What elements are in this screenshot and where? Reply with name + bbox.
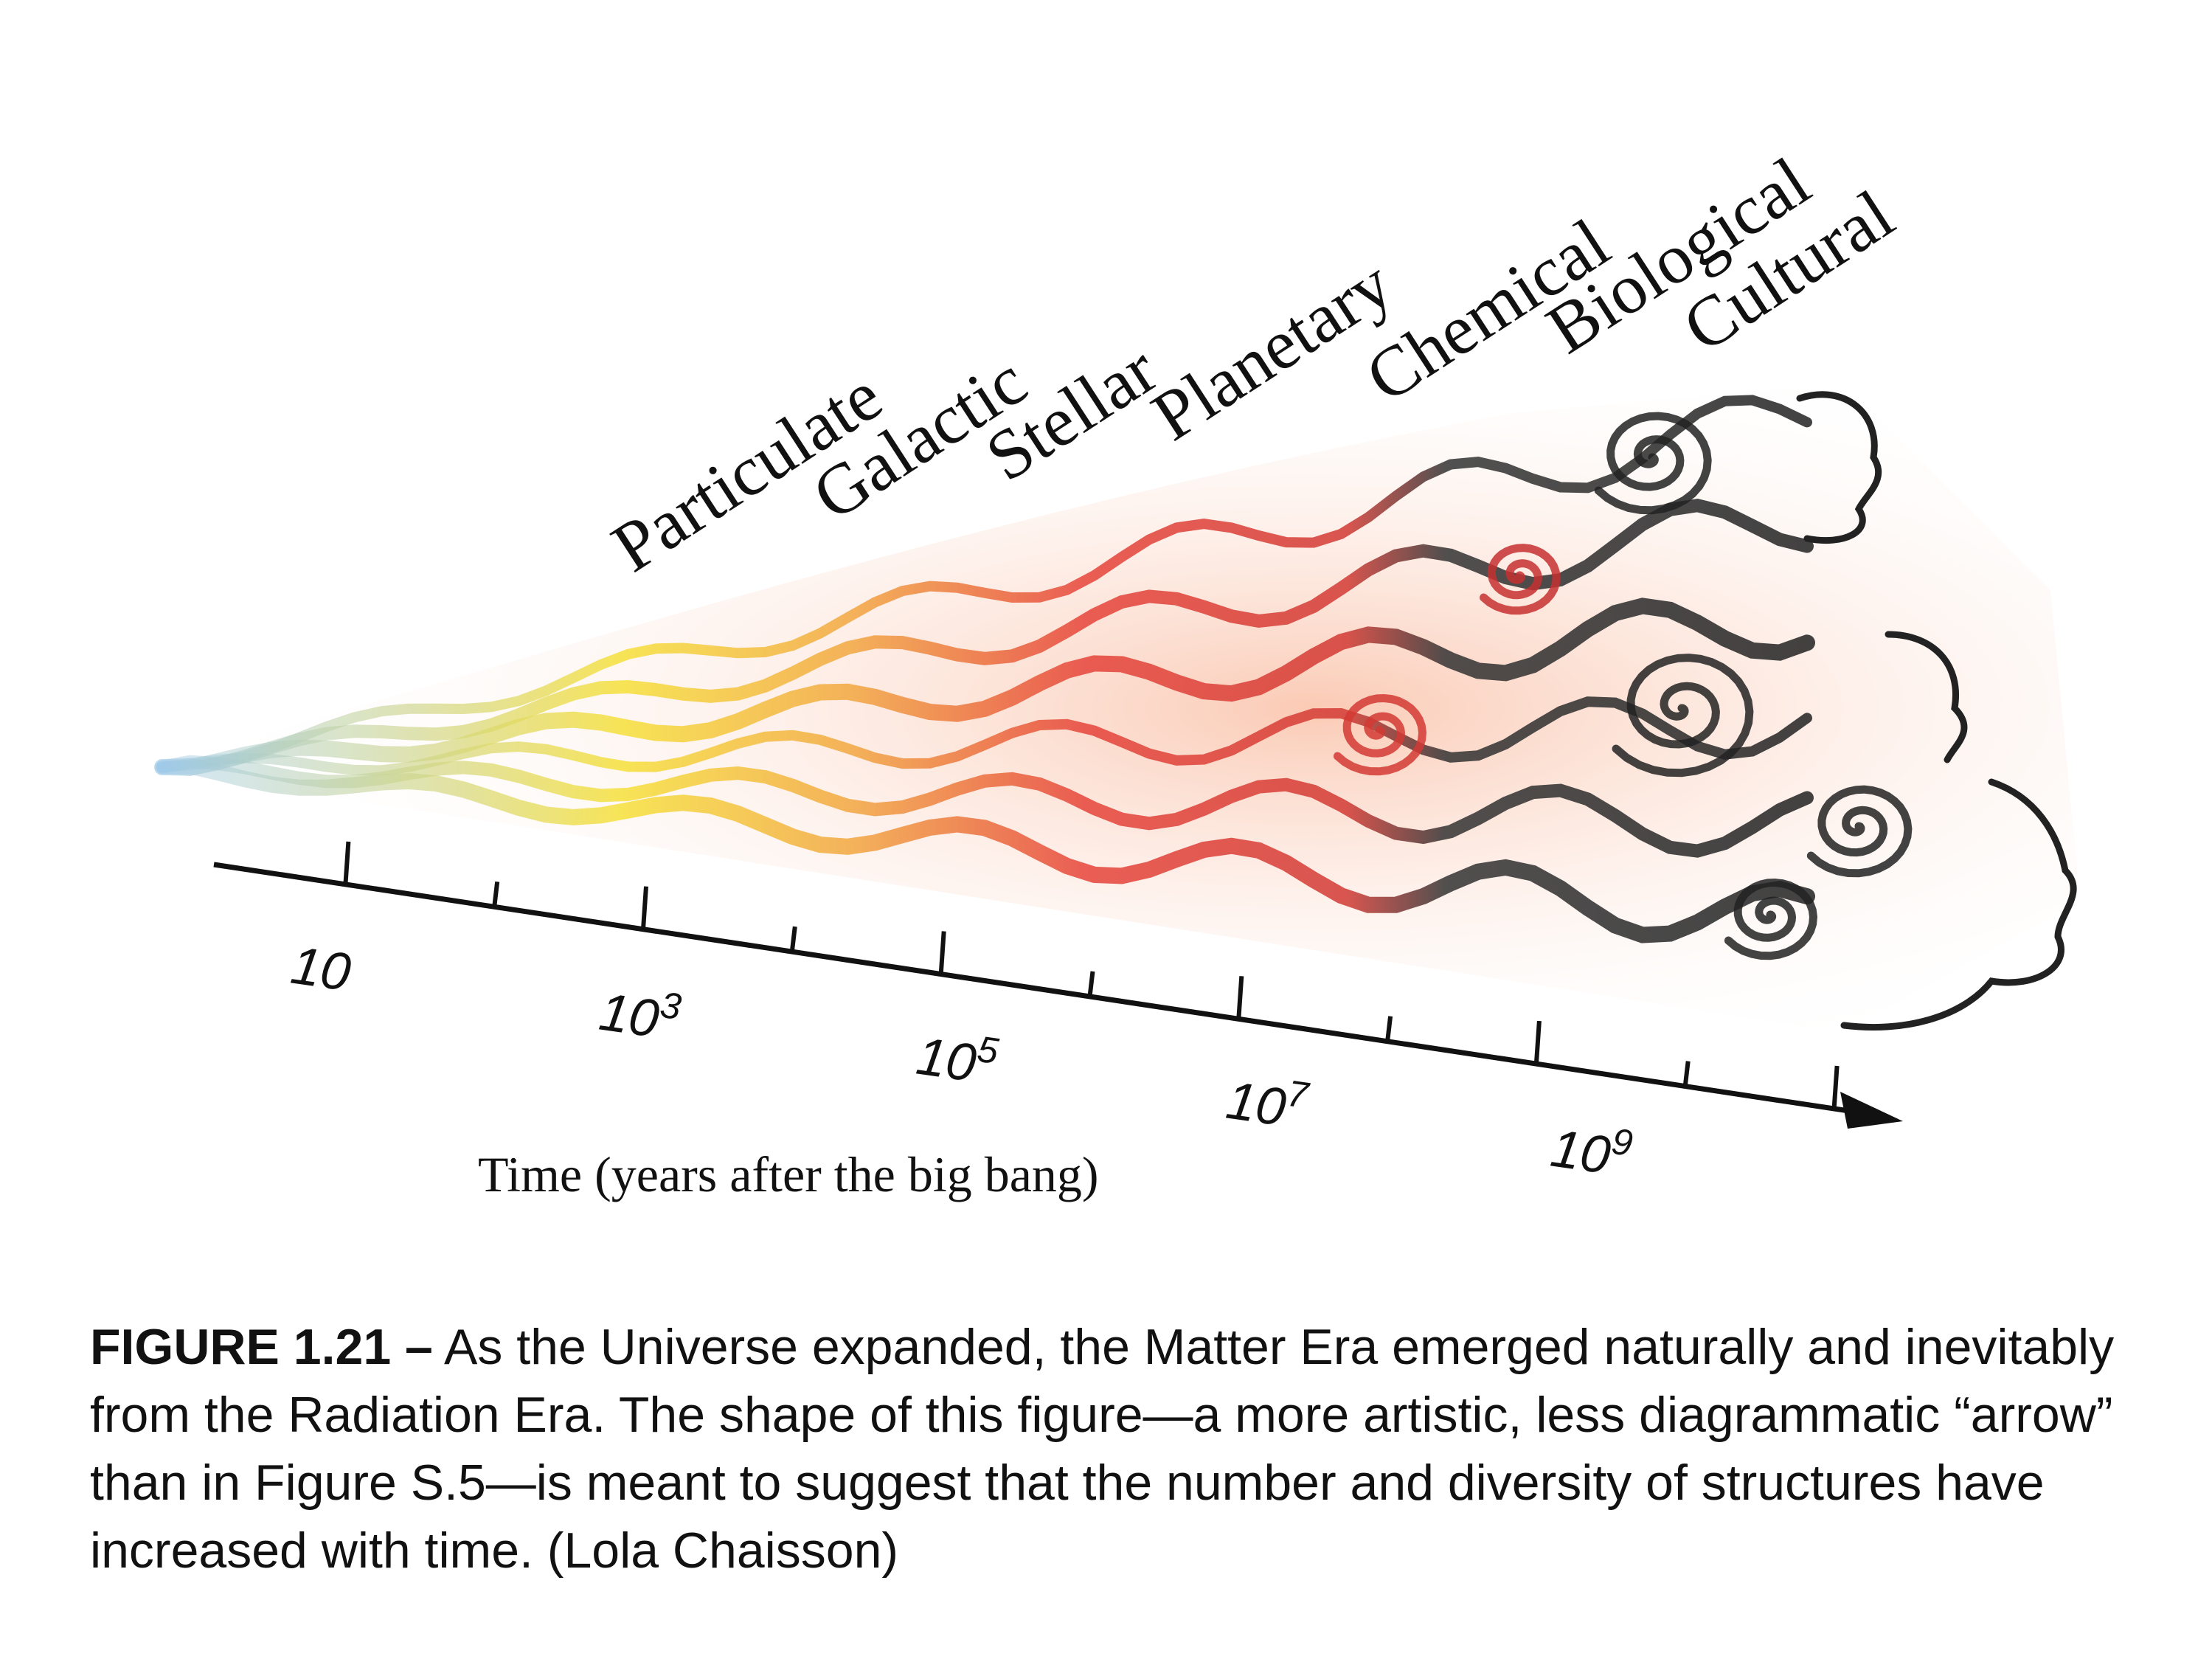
swirl — [1480, 544, 1561, 615]
tick-label: 103 — [596, 976, 684, 1052]
figure-svg: Particulate Galactic Stellar Planetary C… — [154, 142, 2080, 1202]
axis-arrowhead — [1840, 1092, 1903, 1129]
swirl — [1333, 693, 1427, 776]
axis-tick — [789, 926, 797, 952]
swirl — [1594, 412, 1712, 515]
flow-stream — [157, 395, 1812, 772]
axis-title: Time (years after the big bang) — [478, 1146, 1099, 1202]
swirl — [1724, 878, 1818, 960]
axis-tick — [1087, 971, 1095, 997]
swirl — [1806, 785, 1913, 878]
axis-tick — [1236, 976, 1244, 1019]
axis-tick — [938, 931, 946, 974]
flow-stream — [154, 598, 1815, 776]
axis-tick — [1533, 1020, 1542, 1064]
structure-swirls — [1333, 412, 1913, 960]
caption-text: As the Universe expanded, the Matter Era… — [90, 1319, 2115, 1579]
tick-labels: 10 103 105 107 109 — [288, 936, 1635, 1188]
face-profiles — [1796, 391, 2077, 1031]
cosmic-evolution-figure: Particulate Galactic Stellar Planetary C… — [154, 142, 2080, 1202]
flow-stream — [154, 758, 1815, 943]
caption-figure-id: FIGURE 1.21 – — [90, 1319, 433, 1375]
face-profile-upper — [1796, 391, 1882, 544]
axis-tick — [1682, 1061, 1691, 1087]
axis-tick — [492, 881, 500, 907]
time-axis — [213, 841, 1903, 1129]
swirl — [1612, 654, 1754, 777]
tick-label: 109 — [1547, 1112, 1635, 1188]
axis-line — [213, 862, 1859, 1115]
axis-tick — [343, 841, 351, 885]
tick-label: 107 — [1223, 1064, 1312, 1140]
axis-tick — [1385, 1016, 1393, 1042]
figure-caption: FIGURE 1.21 – As the Universe expanded, … — [90, 1313, 2148, 1584]
radiation-matter-streams — [154, 395, 1815, 943]
face-profile-middle — [1885, 631, 1968, 763]
axis-ticks — [343, 841, 1840, 1109]
flow-cone-wash — [162, 384, 2080, 1033]
tick-label: 10 — [288, 936, 354, 1002]
flow-stream — [156, 755, 1814, 858]
tick-label: 105 — [913, 1020, 1001, 1096]
face-profile-lower — [1840, 778, 2077, 1031]
flow-stream — [157, 696, 1812, 776]
axis-tick — [1831, 1065, 1840, 1109]
axis-tick — [641, 886, 648, 929]
